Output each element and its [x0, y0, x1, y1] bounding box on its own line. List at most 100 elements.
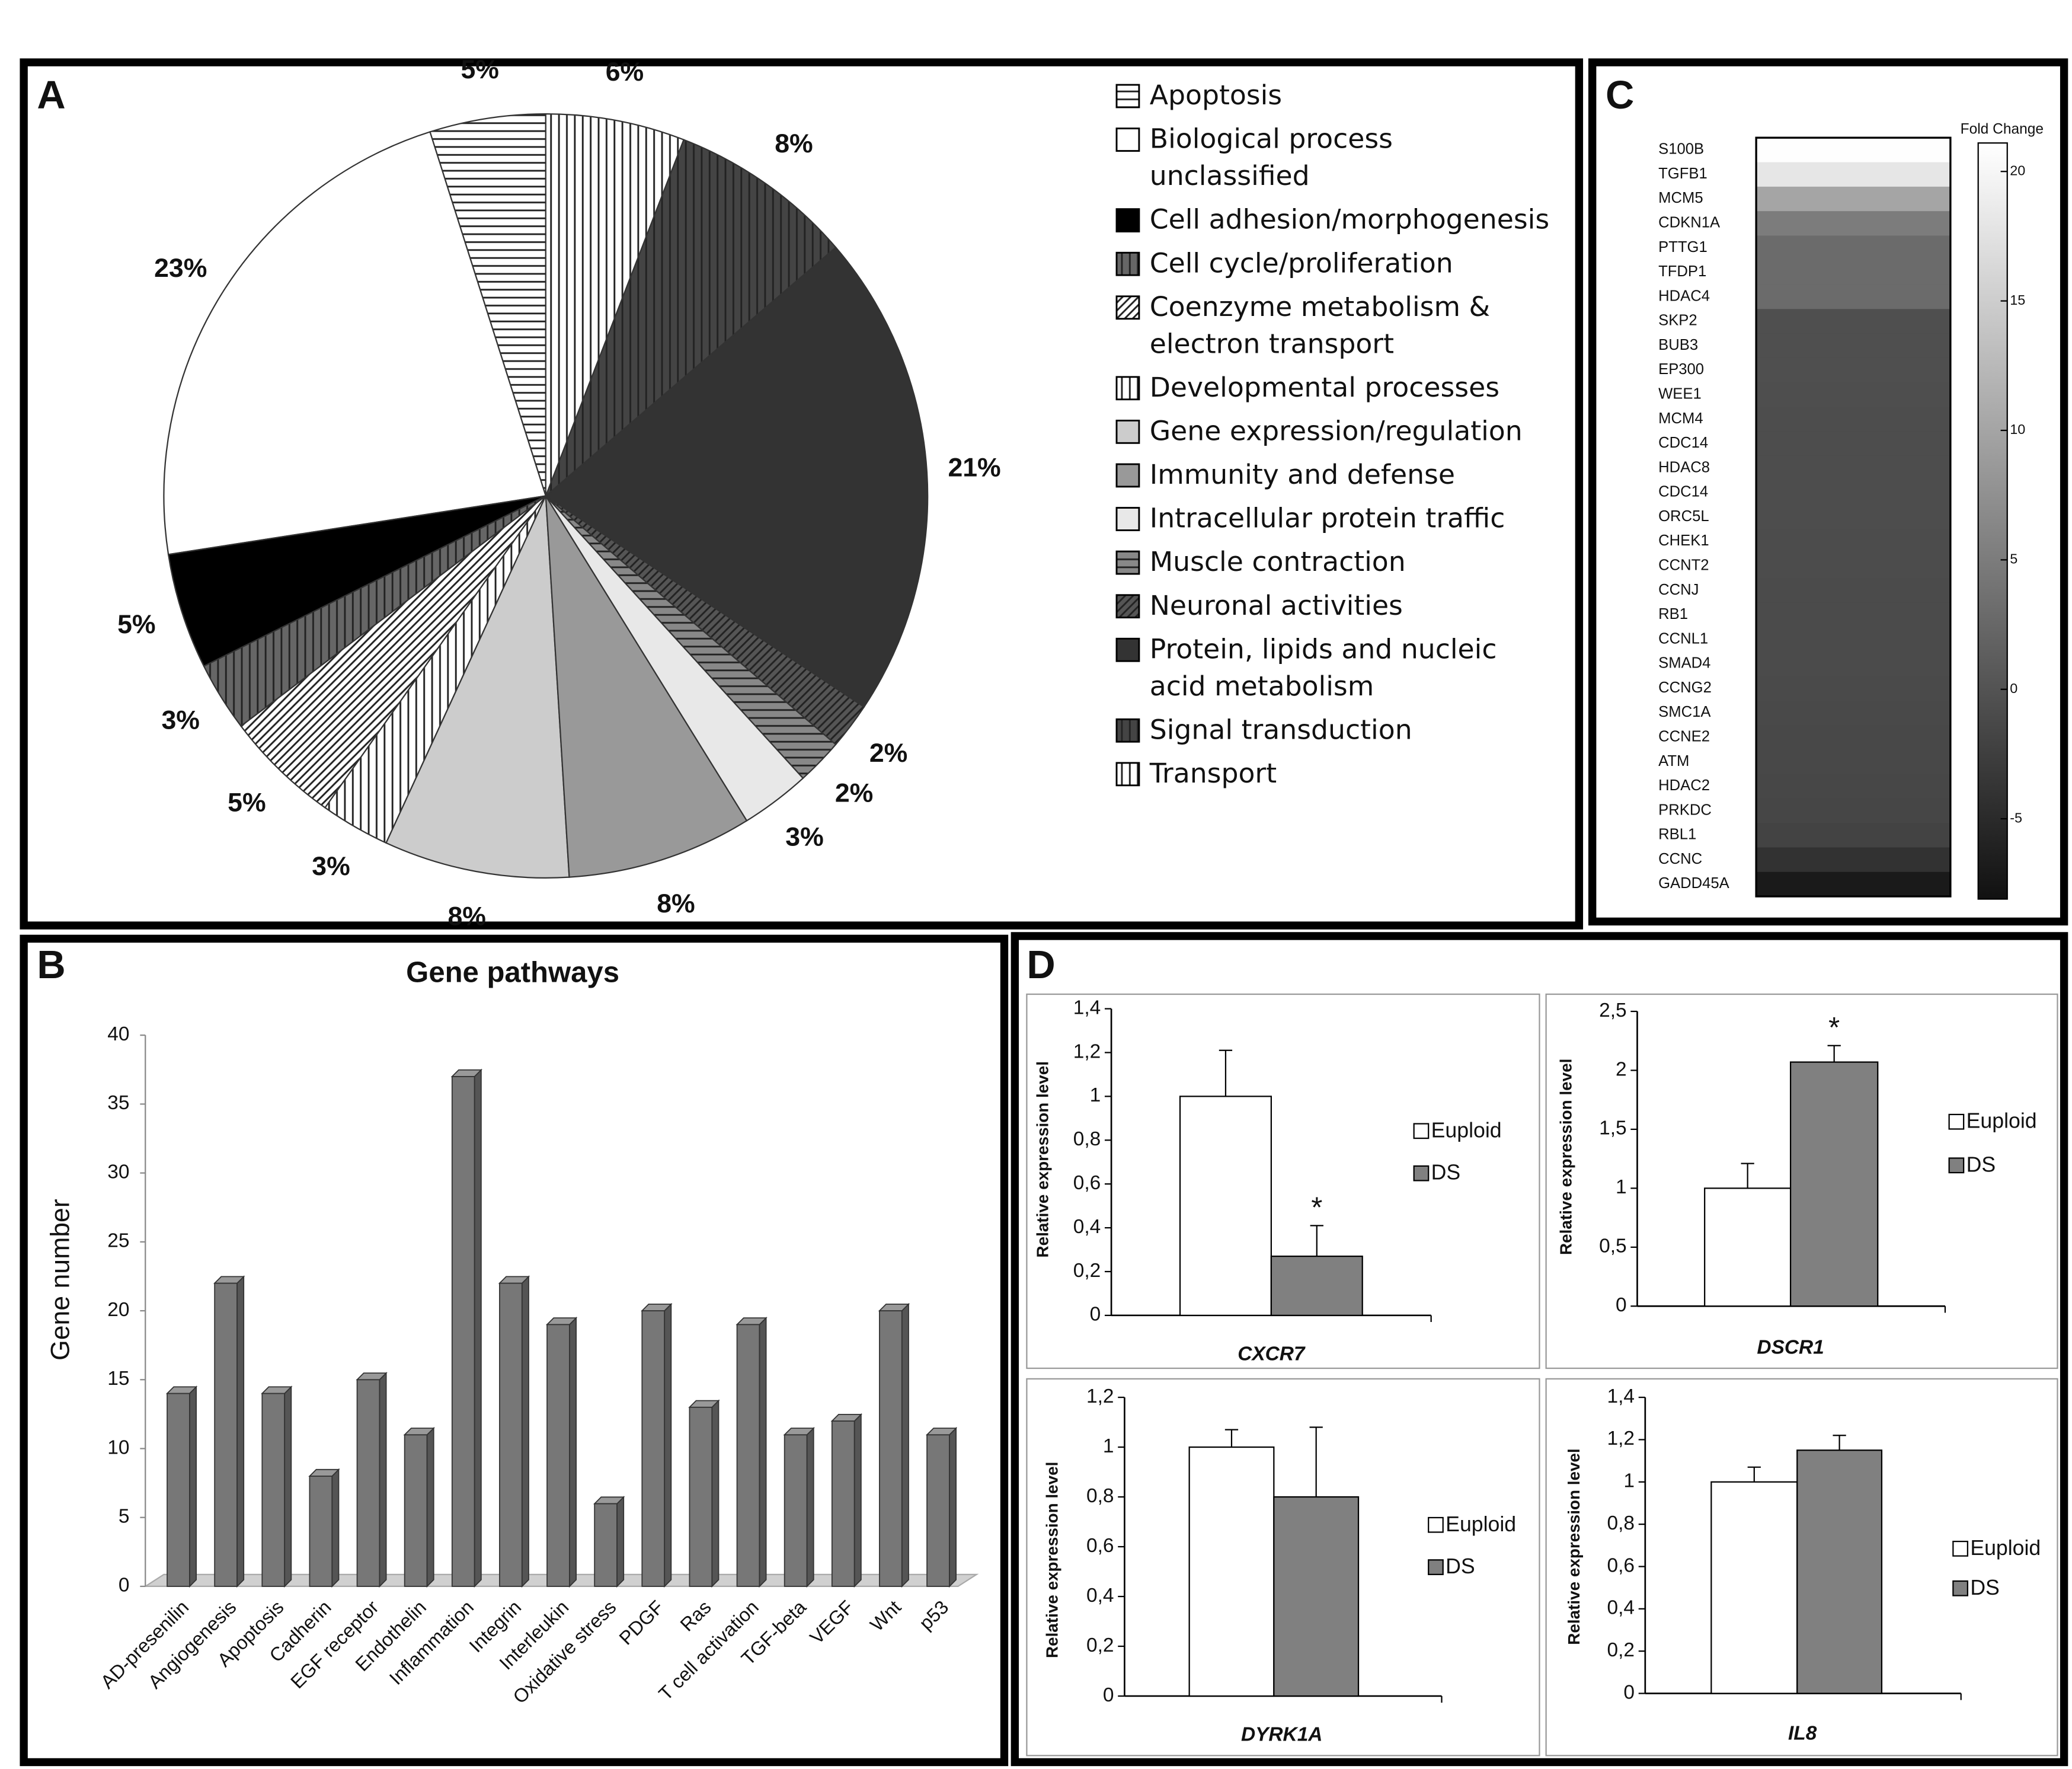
y-tick-label: 0,6: [1073, 1172, 1101, 1194]
row-label: CDKN1A: [1658, 215, 1721, 231]
bar: [1796, 1449, 1883, 1694]
heat-cell: [1756, 284, 1951, 310]
y-tick-label: 2,5: [1599, 1000, 1626, 1021]
legend-swatch: [1115, 550, 1140, 575]
row-label: HDAC8: [1658, 459, 1710, 475]
slice-label: 2%: [869, 739, 907, 768]
bar-front: [594, 1503, 618, 1587]
bar-top: [925, 1428, 958, 1436]
row-label: TGFB1: [1658, 165, 1708, 182]
heat-cell: [1756, 211, 1951, 237]
error-bar: [1827, 1045, 1841, 1062]
bar-front: [926, 1434, 950, 1587]
y-tick-label: 0,8: [1086, 1485, 1114, 1507]
heat-cell: [1756, 186, 1951, 212]
bar: [736, 1316, 768, 1588]
bar-front: [167, 1393, 190, 1587]
bar-side: [521, 1275, 529, 1588]
bar-side: [806, 1426, 814, 1588]
y-tick-label: 0,2: [1073, 1260, 1101, 1282]
x-tick-label: p53: [915, 1596, 953, 1634]
row-label: CCNJ: [1658, 582, 1699, 598]
row-label: CDC14: [1658, 484, 1708, 500]
y-tick-label: 1: [1103, 1435, 1114, 1457]
bar: [498, 1275, 530, 1588]
y-tick-label: 30: [107, 1161, 129, 1183]
y-axis-label: Relative expression level: [1034, 1061, 1052, 1257]
legend-label: Signal transduction: [1150, 714, 1412, 745]
heat-cell: [1756, 529, 1951, 555]
row-label: ATM: [1658, 753, 1689, 769]
y-tick-label: 0,8: [1607, 1512, 1635, 1534]
pie-slice: [385, 496, 570, 879]
y-tick-label: 5: [119, 1506, 130, 1528]
heat-cell: [1756, 504, 1951, 530]
x-axis-label: CXCR7: [1238, 1343, 1306, 1365]
error-bar: [1310, 1225, 1323, 1257]
bar: [1188, 1446, 1275, 1697]
bar-front: [356, 1379, 380, 1587]
slice-label: 5%: [461, 55, 498, 84]
bar: [641, 1302, 673, 1588]
y-tick-label: 0,4: [1607, 1597, 1635, 1619]
pie-slice: [545, 113, 685, 496]
row-label: SKP2: [1658, 312, 1697, 329]
legend-swatch: [1115, 718, 1140, 743]
bar-top: [308, 1468, 340, 1477]
colorbar-tick-label: 0: [2010, 681, 2017, 696]
legend-label: Developmental processes: [1150, 371, 1499, 403]
slice-label: 3%: [162, 706, 200, 735]
legend-label: Neuronal activities: [1150, 589, 1403, 621]
heat-cell: [1756, 578, 1951, 603]
bar-top: [641, 1304, 673, 1311]
bar-top: [450, 1069, 483, 1077]
heat-cell: [1756, 627, 1951, 653]
y-tick-label: 0: [119, 1575, 130, 1596]
row-label: PRKDC: [1658, 802, 1712, 818]
row-label: CCNG2: [1658, 679, 1712, 696]
heat-cell: [1756, 871, 1951, 898]
heat-cell: [1756, 455, 1951, 481]
bar: [1273, 1496, 1360, 1697]
y-tick-label: 0: [1623, 1681, 1635, 1703]
y-tick-label: 1: [1623, 1470, 1635, 1492]
bar-side: [569, 1316, 577, 1588]
legend-swatch: [1115, 295, 1140, 320]
bar-top: [356, 1372, 388, 1381]
bar: [261, 1385, 293, 1588]
bar-side: [189, 1385, 197, 1588]
legend-swatch: [1413, 1165, 1430, 1182]
heat-cell: [1756, 333, 1951, 359]
bar: [593, 1496, 625, 1588]
bar: [165, 1385, 198, 1588]
heat-cell: [1756, 480, 1951, 506]
colorbar: [1977, 142, 2008, 900]
y-tick-label: 15: [107, 1368, 129, 1390]
legend-label: Transport: [1149, 757, 1277, 788]
y-tick-label: 0: [1103, 1684, 1114, 1706]
y-tick-label: 0,6: [1086, 1535, 1114, 1557]
y-tick-label: 20: [107, 1299, 129, 1321]
heat-cell: [1756, 700, 1951, 726]
legend-label: Euploid: [1431, 1118, 1502, 1142]
heat-cell: [1756, 309, 1951, 334]
legend-swatch: [1115, 84, 1140, 108]
bar-top: [878, 1304, 910, 1311]
slice-label: 5%: [117, 610, 155, 639]
y-tick-label: 1,4: [1607, 1385, 1635, 1407]
legend-label: Cell cycle/proliferation: [1150, 247, 1453, 279]
y-axis-label: Relative expression level: [1565, 1448, 1583, 1645]
bar-front: [831, 1420, 855, 1587]
bar-top: [830, 1413, 863, 1422]
bar-side: [949, 1426, 957, 1588]
x-tick-label: VEGF: [805, 1596, 858, 1649]
bar-front: [641, 1310, 666, 1587]
bar-side: [711, 1399, 720, 1588]
legend-label: Euploid: [1446, 1512, 1516, 1536]
bar-front: [689, 1406, 713, 1587]
heat-cell: [1756, 138, 1951, 163]
bar-side: [426, 1426, 434, 1588]
bar-side: [664, 1302, 672, 1588]
row-label: S100B: [1658, 141, 1704, 158]
bar: [545, 1316, 578, 1588]
